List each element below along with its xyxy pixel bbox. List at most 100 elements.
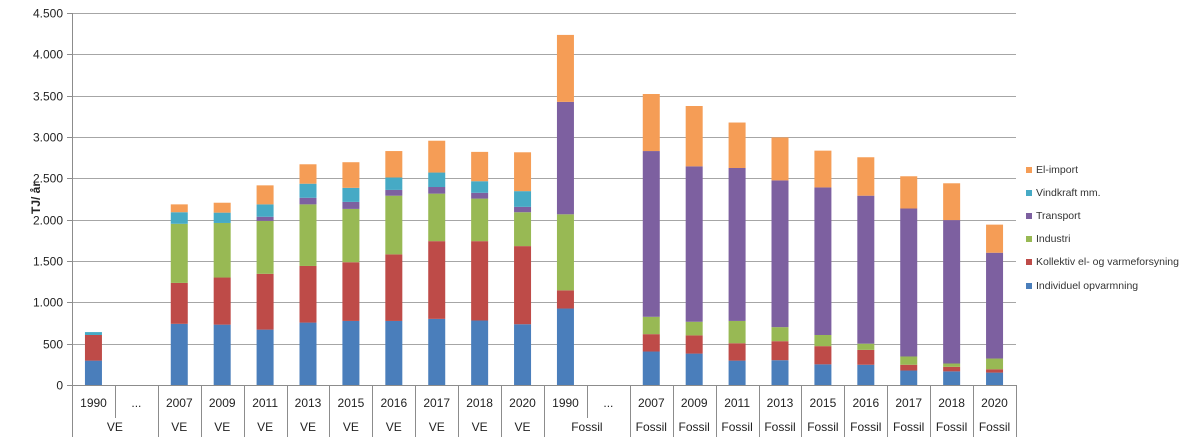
bar-segment-individuel-opvarmning <box>728 360 746 385</box>
bar-segment-transport <box>642 151 660 317</box>
bar-segment-el-import <box>728 122 746 168</box>
bar-segment-el-import <box>256 185 274 205</box>
bar-segment-individuel-opvarmning <box>642 351 660 385</box>
bar-segment-industri <box>514 212 532 247</box>
bar-segment-el-import <box>428 140 446 173</box>
bar-segment-vindkraft-mm <box>428 172 446 188</box>
bar-segment-kollektiv-el-og-varmeforsyning <box>471 241 489 321</box>
bar-segment-kollektiv-el-og-varmeforsyning <box>385 254 403 321</box>
bar-segment-vindkraft-mm <box>471 181 489 193</box>
x-group-label: Fossil <box>807 420 838 434</box>
bar-segment-kollektiv-el-og-varmeforsyning <box>728 343 746 361</box>
bar-segment-industri <box>728 320 746 344</box>
bar-segment-transport <box>728 168 746 321</box>
x-category-label: 2017 <box>423 396 450 410</box>
bar-stack <box>213 202 231 385</box>
bar-stack <box>771 137 789 385</box>
bar-stack <box>471 151 489 385</box>
x-category-label: 2013 <box>295 396 322 410</box>
x-category-label: ... <box>603 396 613 410</box>
bar-stack <box>814 150 832 385</box>
y-tick-label: 3.500 <box>33 90 63 104</box>
bar-segment-individuel-opvarmning <box>857 364 875 385</box>
bar-segment-transport <box>685 166 703 322</box>
x-category-label: 2007 <box>638 396 665 410</box>
legend-swatch-icon <box>1026 282 1032 289</box>
bar-stack <box>728 122 746 385</box>
bar-stack <box>943 183 961 385</box>
bar-segment-el-import <box>986 224 1004 253</box>
legend-label: Individuel opvarmning <box>1036 279 1139 292</box>
x-category-label: 2015 <box>338 396 365 410</box>
bar-segment-el-import <box>685 106 703 167</box>
bar-segment-individuel-opvarmning <box>256 329 274 385</box>
bar-segment-individuel-opvarmning <box>342 320 360 385</box>
legend-item-individuel: Individuel opvarmning <box>1026 274 1198 297</box>
x-group-label: VE <box>171 420 187 434</box>
y-tick-label: 0 <box>56 379 63 393</box>
bar-stack <box>428 140 446 385</box>
bar-segment-kollektiv-el-og-varmeforsyning <box>428 241 446 319</box>
bar-segment-individuel-opvarmning <box>943 371 961 385</box>
bar-segment-industri <box>857 343 875 350</box>
bars <box>84 34 1004 385</box>
bar-segment-individuel-opvarmning <box>685 353 703 385</box>
x-group-label: VE <box>514 420 530 434</box>
bar-stack <box>685 106 703 385</box>
bar-segment-transport <box>514 206 532 213</box>
bar-segment-transport <box>471 192 489 199</box>
y-tick-label: 2.500 <box>33 172 63 186</box>
legend-label: Transport <box>1036 209 1081 222</box>
bar-segment-individuel-opvarmning <box>900 370 918 385</box>
x-category-label: 2013 <box>767 396 794 410</box>
bar-segment-industri <box>771 327 789 342</box>
bar-segment-kollektiv-el-og-varmeforsyning <box>685 335 703 354</box>
bar-stack <box>857 157 875 385</box>
y-tick-label: 4.500 <box>33 7 63 21</box>
bar-stack <box>986 224 1004 385</box>
x-category-label: 2009 <box>209 396 236 410</box>
bar-segment-el-import <box>814 150 832 188</box>
bar-segment-transport <box>857 195 875 344</box>
bar-stack <box>385 151 403 385</box>
bar-segment-industri <box>170 223 188 283</box>
bar-segment-individuel-opvarmning <box>556 308 574 385</box>
x-category-label: 2020 <box>981 396 1008 410</box>
legend-item-vindkraft: Vindkraft mm. <box>1026 181 1198 204</box>
y-tick-label: 500 <box>43 338 63 352</box>
x-category-label: 2016 <box>380 396 407 410</box>
x-group-label: VE <box>214 420 230 434</box>
bar-segment-kollektiv-el-og-varmeforsyning <box>556 290 574 309</box>
bar-segment-kollektiv-el-og-varmeforsyning <box>84 334 102 361</box>
bar-segment-kollektiv-el-og-varmeforsyning <box>943 366 961 372</box>
bar-segment-industri <box>256 220 274 274</box>
legend-label: El-import <box>1036 163 1079 176</box>
x-axis: 1990... 2007 2009 2011 2013 2015 2016 2017 2018 2… <box>72 385 1017 437</box>
bar-segment-transport <box>943 220 961 364</box>
bar-segment-industri <box>342 208 360 263</box>
bar-segment-el-import <box>170 204 188 213</box>
x-category-label: 2018 <box>938 396 965 410</box>
x-category-label: 2017 <box>895 396 922 410</box>
bar-segment-kollektiv-el-og-varmeforsyning <box>514 246 532 325</box>
bar-stack <box>342 162 360 385</box>
x-category-label: 2011 <box>724 396 750 410</box>
x-category-label: 2016 <box>852 396 879 410</box>
x-group-label: Fossil <box>571 420 602 434</box>
x-category-label: 2007 <box>166 396 193 410</box>
legend-swatch-icon <box>1026 236 1032 243</box>
bar-segment-el-import <box>556 34 574 102</box>
y-tick-label: 4.000 <box>33 48 63 62</box>
bar-segment-vindkraft-mm <box>170 212 188 224</box>
x-category-label: 2011 <box>252 396 278 410</box>
x-group-label: VE <box>386 420 402 434</box>
bar-segment-industri <box>471 198 489 242</box>
bar-segment-industri <box>900 356 918 365</box>
bar-segment-kollektiv-el-og-varmeforsyning <box>900 364 918 371</box>
bar-segment-el-import <box>857 157 875 196</box>
legend-swatch-icon <box>1026 259 1032 266</box>
bar-segment-individuel-opvarmning <box>514 324 532 385</box>
x-group-label: Fossil <box>679 420 710 434</box>
bar-segment-transport <box>556 101 574 215</box>
bar-segment-el-import <box>771 137 789 181</box>
